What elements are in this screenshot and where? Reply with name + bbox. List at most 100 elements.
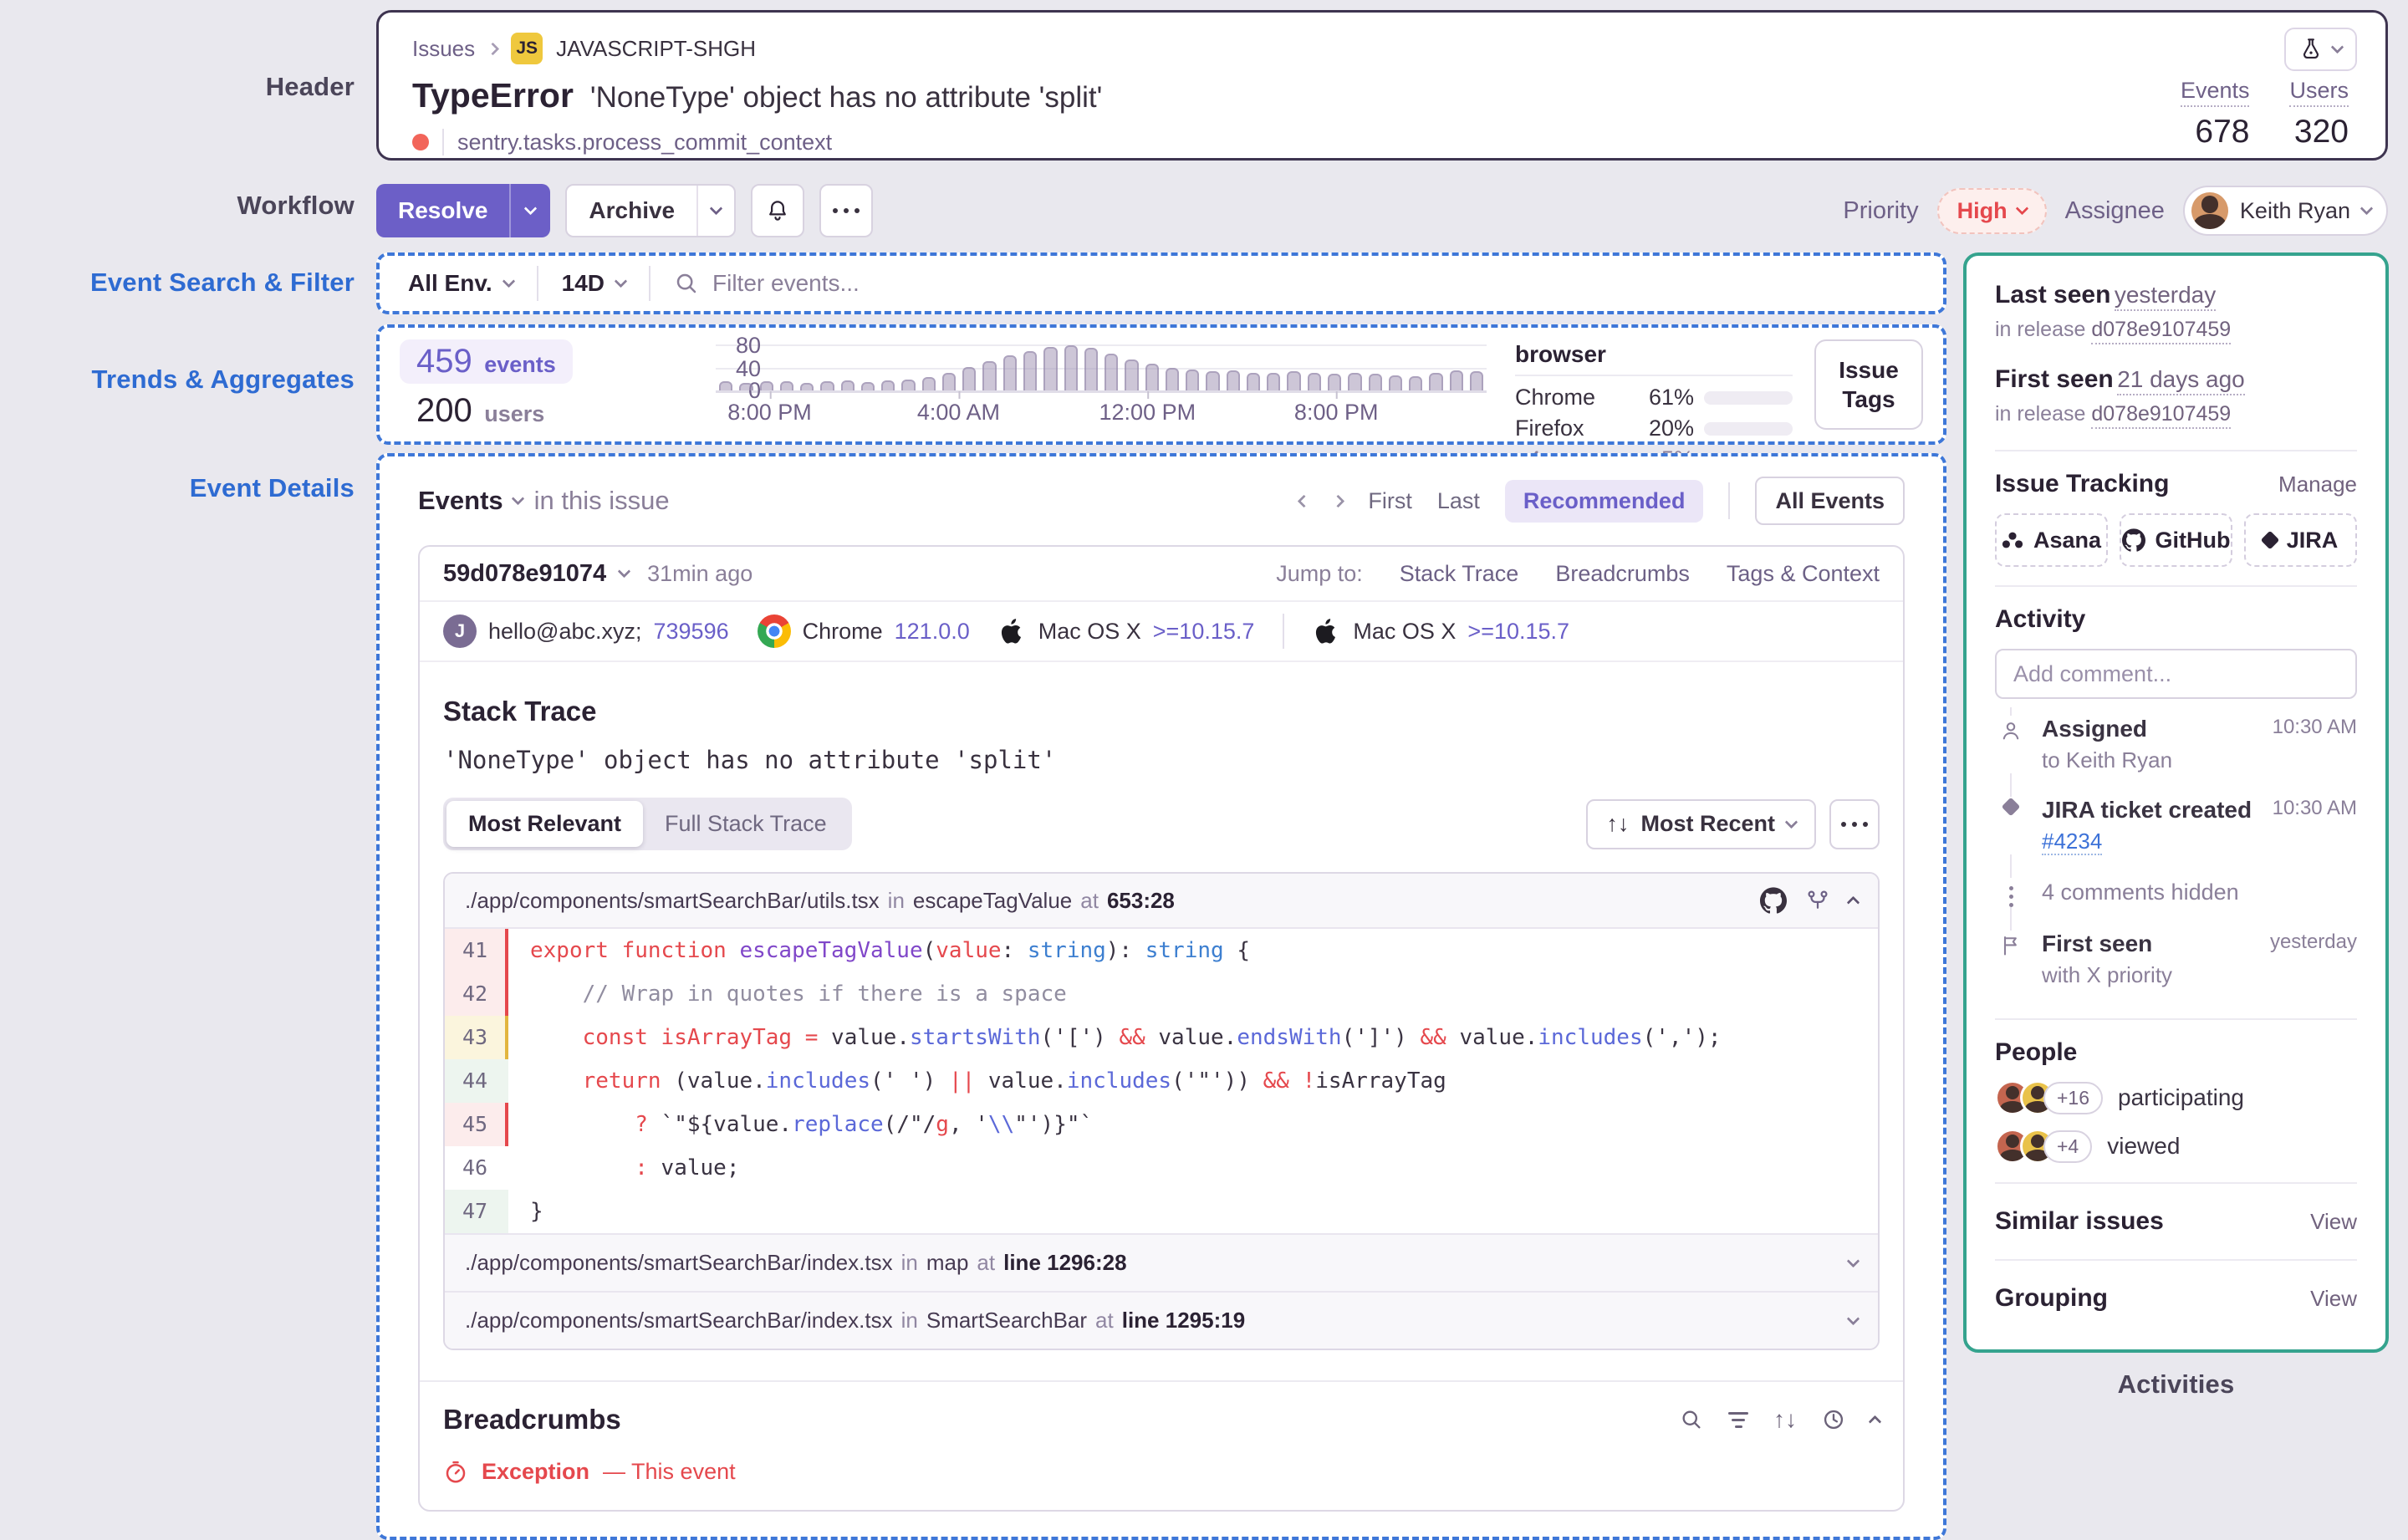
manage-link[interactable]: Manage xyxy=(2278,472,2357,497)
resolve-button[interactable]: Resolve xyxy=(376,184,551,237)
frame-line-number: 653:28 xyxy=(1106,887,1175,913)
jump-link-breadcrumbs[interactable]: Breadcrumbs xyxy=(1555,560,1690,586)
jira-button[interactable]: JIRA xyxy=(2244,513,2357,567)
sort-icon[interactable]: ↑↓ xyxy=(1773,1406,1797,1432)
filter-events-input[interactable] xyxy=(712,270,1915,297)
chart-bar xyxy=(820,381,834,390)
chart-bar xyxy=(982,360,997,390)
resolve-button-label[interactable]: Resolve xyxy=(398,197,488,223)
expand-frame-icon[interactable] xyxy=(1846,1254,1860,1267)
time-history-icon[interactable] xyxy=(1822,1408,1845,1431)
asana-button[interactable]: Asana xyxy=(1995,513,2108,567)
events-stat-label[interactable]: Events xyxy=(2180,78,2250,107)
resolve-dropdown-button[interactable] xyxy=(509,184,550,237)
jump-link-stack-trace[interactable]: Stack Trace xyxy=(1399,560,1519,586)
activity-item-jira: JIRA ticket created #4234 10:30 AM xyxy=(1995,785,2357,866)
divider xyxy=(1995,1182,2357,1184)
breadcrumb-issues-link[interactable]: Issues xyxy=(412,35,476,61)
tab-full-stack-trace[interactable]: Full Stack Trace xyxy=(665,811,827,836)
activity-title: Assigned xyxy=(2042,716,2148,742)
chart-bar xyxy=(881,380,895,390)
grouping-view-link[interactable]: View xyxy=(2310,1285,2357,1311)
sort-most-recent-button[interactable]: ↑↓ Most Recent xyxy=(1586,798,1816,849)
tag-row[interactable]: Chrome 61% xyxy=(1515,385,1793,410)
breadcrumb-row-exception[interactable]: Exception — This event xyxy=(443,1447,1880,1510)
viewer-avatar[interactable] xyxy=(2020,1129,2055,1164)
archive-button[interactable]: Archive xyxy=(565,184,737,237)
jira-ticket-link[interactable]: #4234 xyxy=(2042,829,2103,855)
browser-context[interactable]: Chrome 121.0.0 xyxy=(757,614,970,648)
annotation-workflow: Workflow xyxy=(237,191,355,220)
activity-item-hidden-comments[interactable]: 4 comments hidden xyxy=(1995,866,2357,919)
filter-icon[interactable] xyxy=(1728,1411,1748,1428)
divider xyxy=(1995,585,2357,587)
frame-header[interactable]: ./app/components/smartSearchBar/utils.ts… xyxy=(445,874,1878,929)
release-link[interactable]: d078e9107459 xyxy=(2091,318,2232,344)
assignee-select[interactable]: Keith Ryan xyxy=(2182,186,2388,236)
device-context[interactable]: Mac OS X >=10.15.7 xyxy=(1313,617,1569,645)
events-dropdown[interactable]: Events xyxy=(418,486,524,516)
activity-time: 10:30 AM xyxy=(2272,716,2357,738)
subscribe-bell-button[interactable] xyxy=(751,184,805,237)
events-count-chip[interactable]: 459 events xyxy=(400,339,573,384)
first-event-button[interactable]: First xyxy=(1368,487,1412,513)
code-line: 47} xyxy=(445,1190,1878,1233)
tab-most-relevant[interactable]: Most Relevant xyxy=(446,801,644,847)
last-event-button[interactable]: Last xyxy=(1436,487,1480,513)
next-event-button[interactable] xyxy=(1332,494,1345,507)
all-events-button[interactable]: All Events xyxy=(1755,477,1905,525)
chart-bar xyxy=(840,380,855,390)
chart-bar xyxy=(1084,348,1099,390)
users-stat-label[interactable]: Users xyxy=(2289,78,2349,107)
viewers-more-count[interactable]: +4 xyxy=(2043,1130,2093,1163)
issue-tags-button[interactable]: Issue Tags xyxy=(1814,339,1923,430)
archive-dropdown-button[interactable] xyxy=(696,186,734,236)
similar-issues-view-link[interactable]: View xyxy=(2310,1208,2357,1234)
environment-select[interactable]: All Env. xyxy=(408,270,515,297)
github-button[interactable]: GitHub xyxy=(2120,513,2232,567)
previous-event-button[interactable] xyxy=(1298,494,1311,507)
event-age: 31min ago xyxy=(647,560,753,586)
stack-trace-options-button[interactable] xyxy=(1829,798,1880,849)
user-context[interactable]: J hello@abc.xyz; 739596 xyxy=(443,614,729,648)
events-subtitle: in this issue xyxy=(533,486,670,515)
device-os-name: Mac OS X xyxy=(1353,618,1457,644)
y-tick-40: 40 xyxy=(735,355,761,381)
more-actions-button[interactable] xyxy=(819,184,874,237)
workflow-actions: Resolve Archive Priority High Assignee K… xyxy=(376,179,2388,242)
expand-frame-icon[interactable] xyxy=(1846,1312,1860,1325)
release-link[interactable]: d078e9107459 xyxy=(2091,402,2232,429)
collapse-frame-icon[interactable] xyxy=(1846,895,1860,910)
activity-time: yesterday xyxy=(2269,931,2357,953)
recommended-toggle[interactable]: Recommended xyxy=(1504,479,1704,523)
collapsed-frame[interactable]: ./app/components/smartSearchBar/index.ts… xyxy=(445,1233,1878,1291)
chart-bar xyxy=(759,381,773,390)
os-context[interactable]: Mac OS X >=10.15.7 xyxy=(998,617,1254,645)
collapse-section-icon[interactable] xyxy=(1868,1415,1882,1429)
suspect-commit-icon[interactable] xyxy=(1805,888,1830,913)
breadcrumb: Issues JS JAVASCRIPT-SHGH xyxy=(412,33,2352,64)
event-id-dropdown[interactable]: 59d078e91074 xyxy=(443,559,607,587)
date-range-select[interactable]: 14D xyxy=(562,270,628,297)
environment-value: All Env. xyxy=(408,270,492,296)
tag-row[interactable]: Firefox 20% xyxy=(1515,416,1793,441)
activity-subtitle: with X priority xyxy=(2042,962,2173,987)
first-seen-value[interactable]: 21 days ago xyxy=(2117,366,2245,395)
trend-chart-bars xyxy=(716,344,1487,390)
chart-bar xyxy=(962,366,977,390)
experiment-flask-button[interactable] xyxy=(2284,28,2357,71)
add-comment-input[interactable] xyxy=(1995,649,2357,699)
tag-breakdown-title: browser xyxy=(1515,341,1793,376)
archive-button-label[interactable]: Archive xyxy=(589,197,676,223)
search-icon[interactable] xyxy=(1680,1408,1703,1431)
last-seen-value[interactable]: yesterday xyxy=(2114,282,2217,311)
github-icon[interactable] xyxy=(1760,887,1787,914)
collapsed-frame[interactable]: ./app/components/smartSearchBar/index.ts… xyxy=(445,1291,1878,1349)
participants-more-count[interactable]: +16 xyxy=(2043,1081,2104,1114)
priority-select[interactable]: High xyxy=(1936,187,2047,234)
users-count-line[interactable]: 200 users xyxy=(400,392,639,430)
jump-link-tags-context[interactable]: Tags & Context xyxy=(1726,560,1880,586)
chart-bar xyxy=(1429,372,1443,390)
breadcrumb-project[interactable]: JAVASCRIPT-SHGH xyxy=(556,35,757,61)
chevron-down-icon xyxy=(2330,40,2344,54)
